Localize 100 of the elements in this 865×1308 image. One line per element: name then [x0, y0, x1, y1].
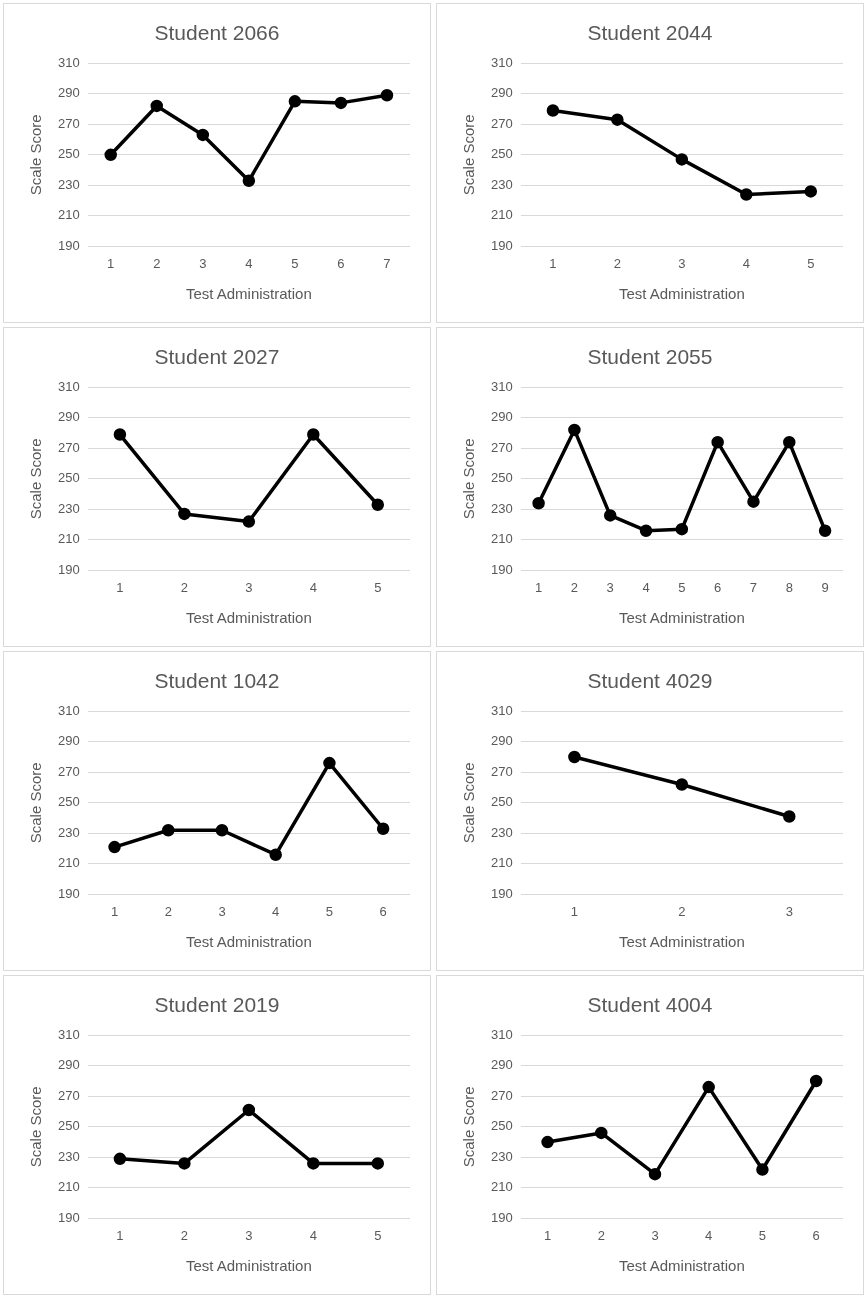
point: [568, 750, 581, 764]
x-tick-label: 3: [651, 1227, 659, 1243]
y-axis-title: Scale Score: [460, 762, 478, 844]
x-tick-label: 2: [164, 903, 172, 919]
x-tick-label: 1: [534, 579, 543, 595]
y-tick-label: 290: [490, 733, 513, 749]
y-tick-label: 230: [57, 1148, 80, 1164]
point: [178, 1157, 191, 1170]
x-tick-label: 2: [180, 1227, 188, 1243]
y-tick-label: 230: [490, 824, 513, 840]
x-tick-label: 1: [110, 903, 119, 919]
y-tick-label: 310: [57, 1026, 80, 1042]
y-tick-label: 290: [490, 1057, 513, 1073]
y-tick-label: 310: [57, 54, 80, 70]
x-tick-label: 5: [291, 255, 299, 271]
point: [242, 174, 256, 187]
x-tick-label: 4: [309, 1227, 317, 1243]
y-tick-label: 290: [57, 733, 80, 749]
y-tick-label: 250: [57, 146, 80, 162]
x-axis-title: Test Administration: [618, 609, 745, 627]
chart-title: Student 2044: [587, 21, 713, 45]
point: [113, 428, 127, 441]
x-axis-title: Test Administration: [618, 933, 745, 951]
point: [323, 756, 336, 770]
y-tick-label: 270: [57, 763, 80, 779]
y-tick-label: 210: [490, 1179, 513, 1195]
y-tick-label: 210: [490, 855, 513, 871]
y-tick-label: 250: [490, 470, 513, 486]
chart-title: Student 2027: [154, 345, 280, 369]
x-axis-title: Test Administration: [185, 609, 312, 627]
y-tick-label: 230: [57, 824, 80, 840]
y-tick-label: 210: [490, 531, 513, 547]
x-tick-label: 6: [812, 1227, 820, 1243]
point: [611, 113, 624, 126]
point: [711, 435, 724, 449]
x-tick-label: 4: [309, 579, 317, 595]
y-tick-label: 310: [490, 54, 513, 70]
y-axis-title: Scale Score: [27, 438, 45, 520]
x-axis-title: Test Administration: [185, 285, 312, 303]
x-tick-label: 5: [325, 903, 334, 919]
x-tick-label: 1: [570, 903, 579, 919]
y-tick-label: 210: [57, 207, 80, 223]
y-tick-label: 250: [57, 1118, 80, 1134]
x-tick-label: 4: [272, 903, 280, 919]
x-tick-label: 2: [180, 579, 188, 595]
y-tick-label: 270: [57, 439, 80, 455]
point: [595, 1126, 608, 1140]
point: [546, 104, 560, 117]
point: [783, 810, 796, 823]
point: [756, 1163, 769, 1176]
y-axis-title: Scale Score: [460, 438, 478, 520]
point: [702, 1080, 715, 1094]
x-tick-label: 3: [245, 579, 253, 595]
point: [215, 824, 229, 837]
point: [603, 509, 617, 522]
point: [307, 428, 320, 441]
y-tick-label: 290: [490, 85, 513, 101]
y-tick-label: 310: [57, 378, 80, 394]
y-axis-title: Scale Score: [460, 1086, 478, 1168]
x-axis-title: Test Administration: [185, 1257, 312, 1275]
x-tick-label: 6: [337, 255, 345, 271]
point: [162, 824, 175, 837]
y-tick-label: 270: [490, 115, 513, 131]
y-tick-label: 190: [57, 1209, 80, 1225]
x-tick-label: 8: [785, 579, 793, 595]
y-axis-title: Scale Score: [27, 1086, 45, 1168]
point: [648, 1167, 662, 1181]
point: [675, 522, 689, 536]
point: [242, 515, 256, 528]
y-tick-label: 190: [490, 885, 513, 901]
point: [113, 1152, 127, 1166]
point: [371, 1157, 385, 1170]
point: [675, 778, 689, 791]
point: [747, 495, 760, 508]
y-tick-label: 230: [57, 176, 80, 192]
y-tick-label: 190: [57, 885, 80, 901]
x-tick-label: 5: [678, 579, 686, 595]
y-tick-label: 190: [57, 561, 80, 577]
point: [675, 153, 689, 166]
chart-title: Student 2066: [154, 21, 280, 45]
y-tick-label: 270: [57, 1087, 80, 1103]
point: [108, 840, 121, 854]
point: [380, 89, 394, 102]
y-tick-label: 290: [57, 85, 80, 101]
x-tick-label: 1: [116, 579, 124, 595]
x-tick-label: 5: [374, 1227, 382, 1243]
y-tick-label: 310: [490, 378, 513, 394]
y-tick-label: 270: [57, 115, 80, 131]
point: [639, 524, 653, 537]
y-tick-label: 190: [490, 561, 513, 577]
y-tick-label: 270: [490, 439, 513, 455]
y-tick-label: 230: [57, 500, 80, 516]
x-tick-label: 4: [705, 1227, 713, 1243]
y-axis-title: Scale Score: [27, 762, 45, 844]
x-tick-label: 5: [758, 1227, 767, 1243]
y-tick-label: 290: [57, 1057, 80, 1073]
y-tick-label: 250: [490, 1118, 513, 1134]
point: [150, 99, 164, 113]
x-axis-title: Test Administration: [618, 1257, 745, 1275]
x-tick-label: 9: [821, 579, 829, 595]
